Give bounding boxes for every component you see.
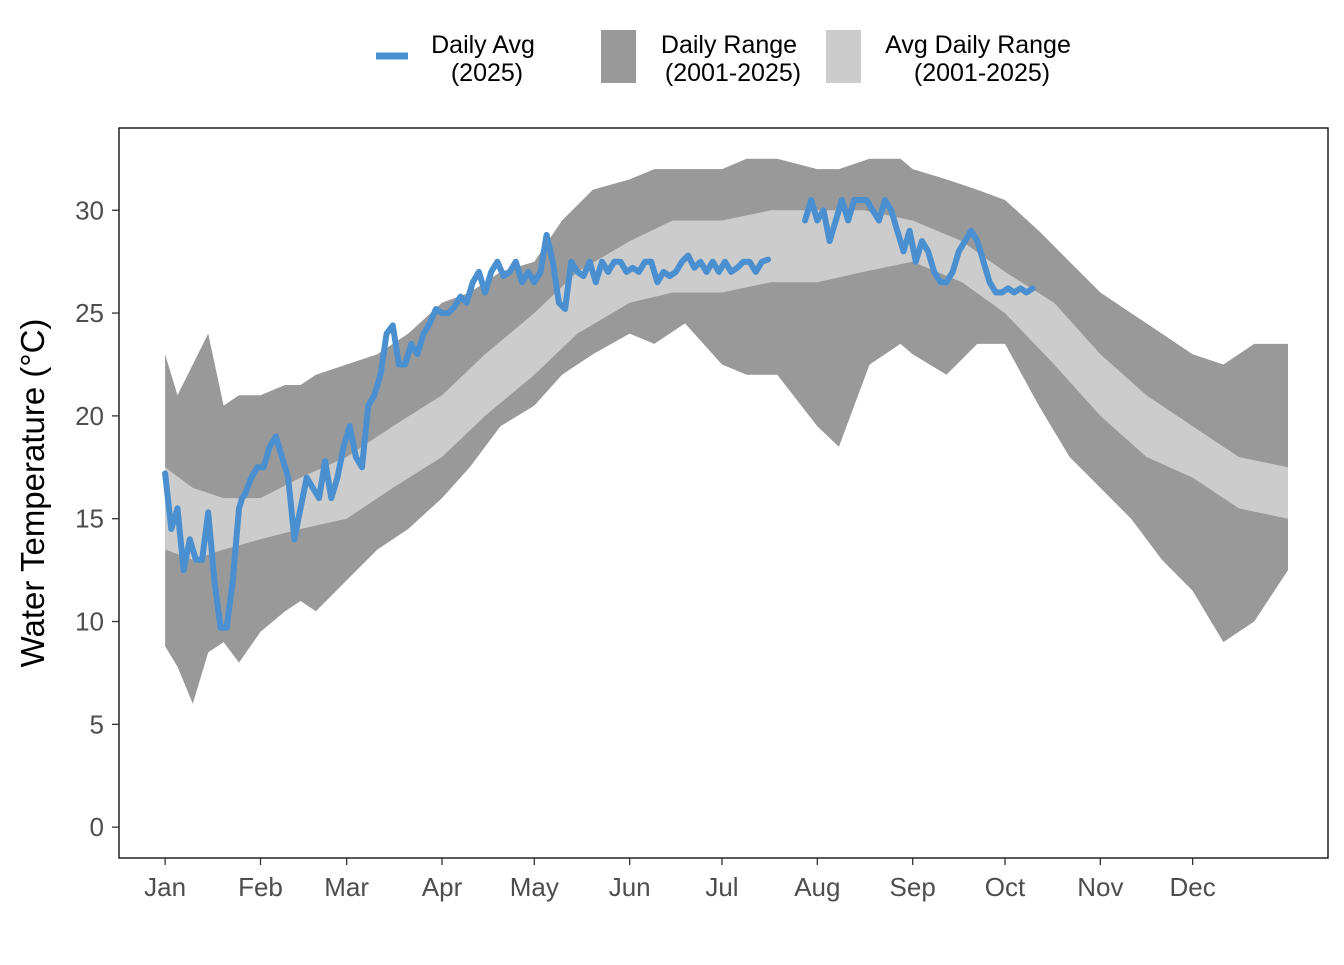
x-tick-label-feb: Feb bbox=[238, 872, 283, 902]
x-tick-label-nov: Nov bbox=[1077, 872, 1123, 902]
x-tick-label-jul: Jul bbox=[705, 872, 738, 902]
x-tick-label-oct: Oct bbox=[985, 872, 1026, 902]
x-tick-label-may: May bbox=[510, 872, 559, 902]
y-axis-label: Water Temperature (°C) bbox=[14, 319, 51, 668]
plot-panel-border bbox=[118, 127, 1329, 859]
daily-avg-segment-2 bbox=[802, 197, 1036, 296]
y-tick-label-30: 30 bbox=[75, 195, 104, 225]
legend-sublabel-daily-range: (2001-2025) bbox=[665, 59, 801, 87]
y-tick-label-25: 25 bbox=[75, 298, 104, 328]
range-bands bbox=[165, 158, 1289, 704]
x-tick-label-jun: Jun bbox=[609, 872, 651, 902]
legend-label-avg-daily-range: Avg Daily Range bbox=[885, 31, 1071, 59]
x-tick-label-apr: Apr bbox=[422, 872, 463, 902]
legend-sublabel-avg-daily-range: (2001-2025) bbox=[914, 59, 1050, 87]
legend: Daily Avg(2025)Daily Range(2001-2025)Avg… bbox=[376, 30, 1071, 87]
legend-key-avg-daily-range bbox=[826, 30, 861, 83]
x-tick-label-jan: Jan bbox=[144, 872, 186, 902]
legend-sublabel-daily-avg: (2025) bbox=[451, 59, 523, 87]
avg-daily-range-band bbox=[165, 210, 1289, 560]
legend-label-daily-range: Daily Range bbox=[661, 31, 797, 59]
x-tick-label-mar: Mar bbox=[324, 872, 369, 902]
daily-avg-segment-1 bbox=[162, 231, 772, 631]
y-tick-label-15: 15 bbox=[75, 504, 104, 534]
y-tick-label-20: 20 bbox=[75, 401, 104, 431]
y-tick-label-5: 5 bbox=[90, 709, 104, 739]
axes: 0 5 10 15 20 25 30 Jan Feb Mar Apr May Jun Jul Aug Sep O… bbox=[75, 127, 1329, 902]
y-tick-label-10: 10 bbox=[75, 607, 104, 637]
legend-label-daily-avg: Daily Avg bbox=[431, 31, 535, 59]
y-tick-label-0: 0 bbox=[90, 812, 104, 842]
legend-key-daily-range bbox=[601, 30, 636, 83]
x-tick-label-dec: Dec bbox=[1170, 872, 1216, 902]
x-tick-label-sep: Sep bbox=[890, 872, 936, 902]
x-tick-label-aug: Aug bbox=[794, 872, 840, 902]
daily-avg-line bbox=[162, 197, 1036, 631]
